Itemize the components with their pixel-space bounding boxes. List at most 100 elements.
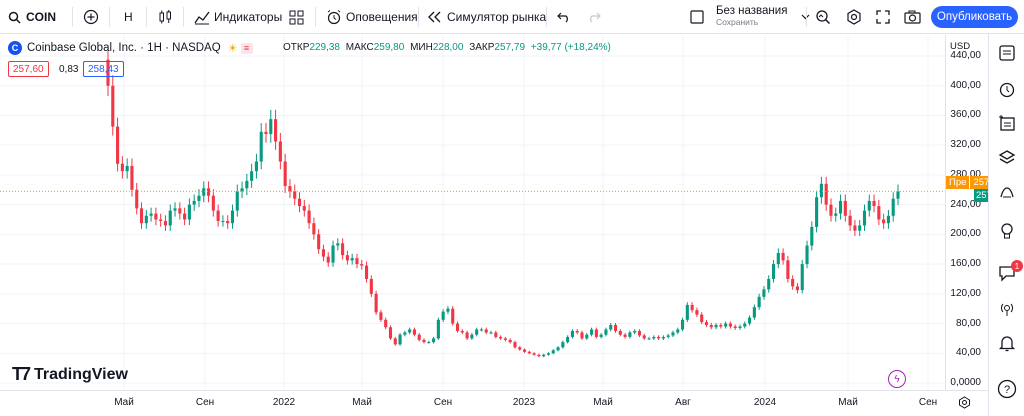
layers-button[interactable]: [996, 146, 1018, 168]
time-tick-label: Сен: [918, 397, 938, 408]
lightning-icon[interactable]: ϟ: [888, 370, 906, 388]
change-value: +39,77 (+18,24%): [530, 42, 611, 53]
candle-body: [743, 323, 747, 327]
snapshot-button[interactable]: [904, 0, 921, 34]
watchlist-icon: [999, 45, 1015, 61]
candle-body: [350, 258, 354, 261]
candle-body: [436, 319, 440, 339]
candle-body: [293, 191, 297, 199]
redo-button[interactable]: [587, 0, 601, 34]
candle-body: [503, 338, 507, 340]
candle-body: [551, 350, 555, 354]
price-chart[interactable]: [0, 35, 945, 390]
calendar-button[interactable]: [996, 112, 1018, 134]
replay-label: Симулятор рынка: [447, 10, 547, 24]
candle-body: [556, 347, 560, 351]
help-icon: ?: [997, 379, 1017, 399]
candle-body: [163, 220, 168, 226]
candle-body: [733, 326, 737, 329]
symbol-search[interactable]: COIN: [8, 0, 56, 34]
candle-body: [360, 264, 364, 266]
alerts-panel-button[interactable]: [996, 78, 1018, 100]
interval-button[interactable]: Н: [124, 0, 133, 34]
candle-body: [690, 304, 694, 311]
replay-button[interactable]: Симулятор рынка: [428, 0, 546, 34]
candle-body: [680, 319, 685, 330]
candle-body: [609, 325, 613, 330]
help-button[interactable]: ?: [996, 378, 1018, 400]
fullscreen-icon: [876, 10, 890, 24]
templates-button[interactable]: [289, 0, 304, 34]
tv-logo-icon: T7: [12, 364, 31, 384]
symbol-title[interactable]: Coinbase Global, Inc. · 1Н · NASDAQ: [27, 42, 221, 54]
publish-button[interactable]: Опубликовать: [931, 6, 1018, 28]
watchlist-button[interactable]: [996, 42, 1018, 64]
tradingview-watermark[interactable]: T7 TradingView: [12, 364, 128, 384]
buy-price-box[interactable]: 258,43: [83, 61, 124, 77]
candle-body: [259, 131, 263, 162]
candle-body: [858, 225, 862, 231]
currency-button[interactable]: USD: [950, 41, 971, 52]
ideas-button[interactable]: [996, 180, 1018, 202]
candle-body: [460, 330, 464, 333]
candle-body: [886, 215, 890, 224]
candle-body: [254, 161, 258, 172]
candle-body: [585, 334, 589, 339]
time-tick-label: Май: [114, 397, 134, 408]
candle-body: [297, 198, 302, 207]
candle-body: [422, 339, 426, 343]
price-axis[interactable]: USD 440,00 400,00 360,00 320,00 280,00 240,00…: [945, 35, 988, 390]
chart-legend: C Coinbase Global, Inc. · 1Н · NASDAQ ☀ …: [8, 41, 253, 55]
candle-body: [283, 161, 287, 187]
notifications-button[interactable]: [996, 332, 1018, 354]
time-tick-label: Сен: [195, 397, 215, 408]
candle-body: [795, 286, 800, 291]
candle-body: [336, 243, 340, 246]
indicators-button[interactable]: Индикаторы: [194, 0, 282, 34]
candle-body: [877, 206, 881, 220]
candle-body: [623, 334, 627, 337]
candle-body: [499, 336, 503, 339]
candle-body: [666, 335, 670, 337]
close-value: 257,79: [494, 42, 526, 53]
price-tick-label: 200,00: [950, 228, 981, 240]
bulb-button[interactable]: [996, 220, 1018, 242]
candle-body: [135, 189, 139, 209]
quick-search-button[interactable]: [815, 0, 831, 34]
candle-body: [202, 188, 206, 196]
candle-body: [719, 325, 723, 327]
candle-body: [652, 336, 656, 339]
sun-icon: ☀: [227, 42, 238, 55]
candle-body: [494, 332, 498, 337]
candle-body: [116, 126, 120, 164]
candle-body: [269, 119, 273, 135]
top-toolbar: COIN Н Индикаторы Оповещения Симулятор р…: [0, 0, 1024, 34]
candle-body: [527, 351, 531, 354]
axis-settings-button[interactable]: [958, 396, 971, 414]
sell-price-box[interactable]: 257,60: [8, 61, 49, 77]
candle-body: [451, 308, 455, 324]
signals-button[interactable]: [996, 298, 1018, 320]
compare-button[interactable]: [83, 0, 99, 34]
candle-body: [326, 256, 330, 263]
alerts-label: Оповещения: [346, 10, 418, 24]
candle-body: [838, 200, 843, 214]
alerts-button[interactable]: Оповещения: [326, 0, 418, 34]
candle-body: [604, 329, 608, 335]
candle-body: [896, 191, 900, 199]
bell-icon: [998, 336, 1016, 352]
settings-button[interactable]: [846, 0, 862, 34]
undo-button[interactable]: [557, 0, 571, 34]
candle-body: [455, 323, 460, 331]
fullscreen-button[interactable]: [876, 0, 890, 34]
candle-body: [546, 353, 551, 355]
time-axis[interactable]: Май Сен 2022 Май Сен 2023 Май Авг 2024 Май Сен: [0, 390, 988, 416]
candle-body: [278, 141, 282, 162]
interval-label: Н: [124, 10, 133, 24]
candle-body: [618, 330, 622, 335]
candle-body: [518, 347, 522, 350]
candle-body: [791, 278, 795, 287]
layout-menu[interactable]: Без названия Сохранить: [690, 0, 810, 34]
candle-body: [484, 329, 488, 333]
chart-type-button[interactable]: [157, 0, 173, 34]
